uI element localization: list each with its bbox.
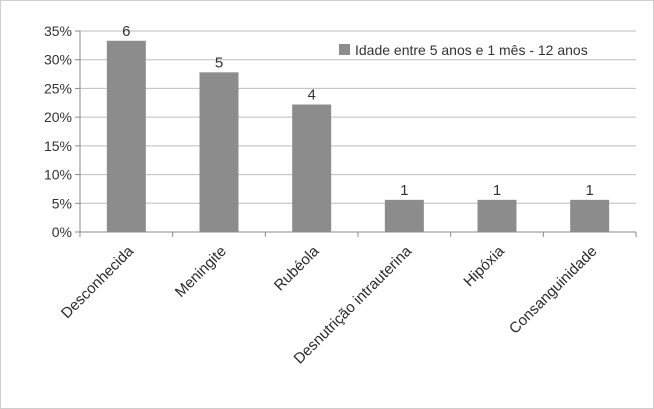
y-tick-label: 20% [44,109,72,125]
category-label: Hipóxia [460,242,508,290]
category-label: Desconhecida [58,242,138,322]
y-axis: 0% 5% 10% 15% 20% 25% 30% 35% [44,23,81,240]
bar [570,199,610,232]
category-label: Meningite [172,243,230,301]
bar [477,199,517,232]
y-tick-label: 30% [44,52,72,68]
data-label: 4 [307,87,315,104]
y-tick-label: 15% [44,138,72,154]
y-tick-label: 0% [52,224,72,240]
y-tick-label: 25% [44,80,72,96]
bar [106,40,146,233]
y-tick-label: 5% [52,195,72,211]
x-axis: Desconhecida Meningite RubéolaDesnutrição … [58,231,637,367]
legend: Idade entre 5 anos e 1 mês - 12 anos [339,42,588,58]
bar [384,199,424,232]
bar [292,104,332,232]
data-label: 1 [400,182,408,199]
data-label: 6 [122,23,130,40]
legend-label: Idade entre 5 anos e 1 mês - 12 anos [355,42,588,58]
gridlines [80,30,636,233]
data-label: 1 [493,182,501,199]
data-label: 5 [215,54,223,71]
y-tick-label: 35% [44,23,72,39]
category-label: Consanguinidade [506,243,601,338]
y-tick-label: 10% [44,167,72,183]
legend-swatch [339,44,350,55]
data-label: 1 [585,182,593,199]
bar [199,72,239,232]
category-label: Rubéola [271,242,323,294]
bars: 6 5 4 1 1 1 [106,23,610,233]
